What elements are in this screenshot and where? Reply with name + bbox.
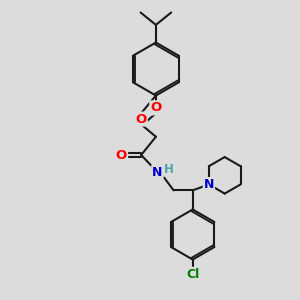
Text: O: O <box>136 112 147 126</box>
Text: N: N <box>204 178 214 191</box>
Text: N: N <box>152 166 163 178</box>
Text: H: H <box>164 163 173 176</box>
Text: O: O <box>150 101 161 114</box>
Text: O: O <box>116 148 127 161</box>
Text: Cl: Cl <box>186 268 199 281</box>
